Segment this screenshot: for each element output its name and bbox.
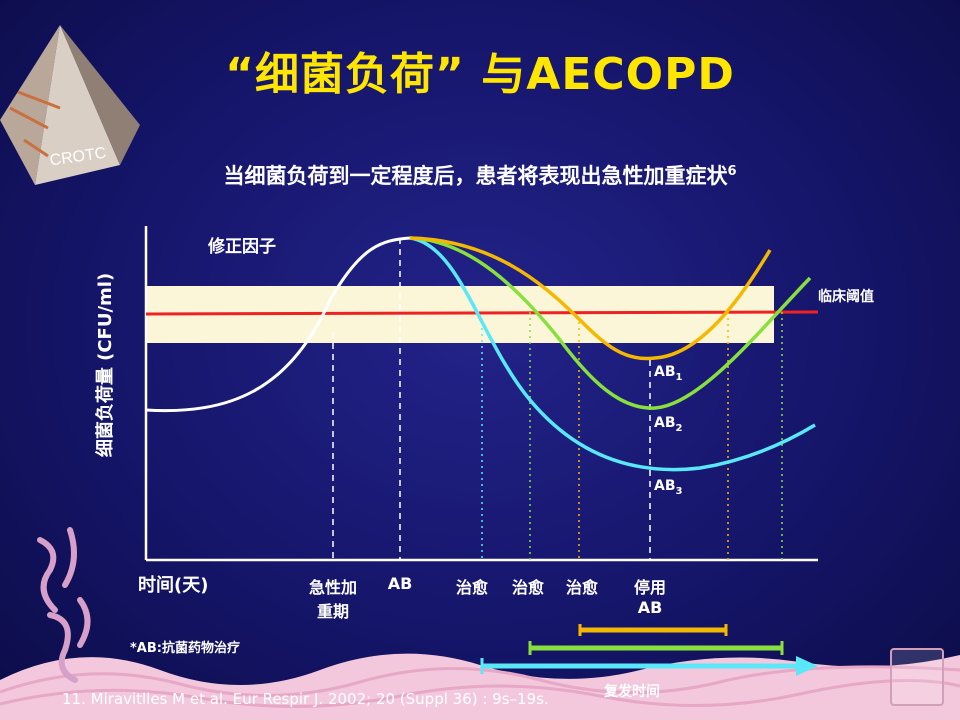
seal-stamp xyxy=(890,648,944,706)
curve-label-ab2: AB2 xyxy=(654,415,682,434)
x-label-exacerbation: 急性加 重期 xyxy=(300,574,366,622)
recurrence-label: 复发时间 xyxy=(604,684,660,700)
x-label-exacerbation-line2: 重期 xyxy=(316,602,349,621)
subtitle-ref: 6 xyxy=(727,164,737,179)
footnote: *AB:抗菌药物治疗 xyxy=(130,641,240,656)
modifier-label: 修正因子 xyxy=(208,237,276,257)
x-label-stop-line2: AB xyxy=(637,598,663,617)
threshold-line xyxy=(145,310,819,316)
decorative-bottom-band xyxy=(0,653,960,720)
subtitle-text: 当细菌负荷到一定程度后，患者将表现出急性加重症状 xyxy=(223,164,728,188)
curve-label-ab2-text: AB xyxy=(654,415,676,431)
x-label-cure-2: 治愈 xyxy=(511,578,544,597)
curve-label-ab1-sub: 1 xyxy=(675,371,683,383)
curve-ab1 xyxy=(409,236,772,361)
x-axis-label: 时间(天) xyxy=(138,575,209,596)
recurrence-arrow-head xyxy=(796,656,818,676)
x-label-cure-1: 治愈 xyxy=(455,578,488,597)
curve-label-ab3-sub: 3 xyxy=(675,485,683,497)
curve-label-ab1: AB1 xyxy=(654,364,682,383)
curve-ab3 xyxy=(409,236,816,472)
slide-subtitle: 当细菌负荷到一定程度后，患者将表现出急性加重症状6 xyxy=(0,160,960,190)
curve-label-ab2-sub: 2 xyxy=(675,422,683,434)
curve-ab2 xyxy=(409,236,812,410)
threshold-label: 临床阈值 xyxy=(818,289,874,305)
curve-pre-treatment xyxy=(145,236,411,413)
x-label-cure-3: 治愈 xyxy=(565,578,598,597)
curve-label-ab1-text: AB xyxy=(654,364,676,380)
x-label-exacerbation-line1: 急性加 xyxy=(308,578,357,597)
x-label-stop-ab: 停用 AB xyxy=(624,574,676,617)
curve-label-ab3: AB3 xyxy=(654,478,682,497)
x-label-stop-line1: 停用 xyxy=(633,578,666,597)
crotc-pyramid-logo: CROTC xyxy=(0,25,140,185)
slide-title: “细菌负荷” 与AECOPD xyxy=(225,49,735,100)
curve-label-ab3-text: AB xyxy=(654,478,676,494)
citation: 11. Miravitlles M et al. Eur Respir J. 2… xyxy=(62,690,549,708)
calligraphy-decoration xyxy=(37,527,91,683)
y-axis-label: 细菌负荷量 (CFU/ml) xyxy=(95,272,116,458)
x-label-ab: AB xyxy=(387,574,413,593)
